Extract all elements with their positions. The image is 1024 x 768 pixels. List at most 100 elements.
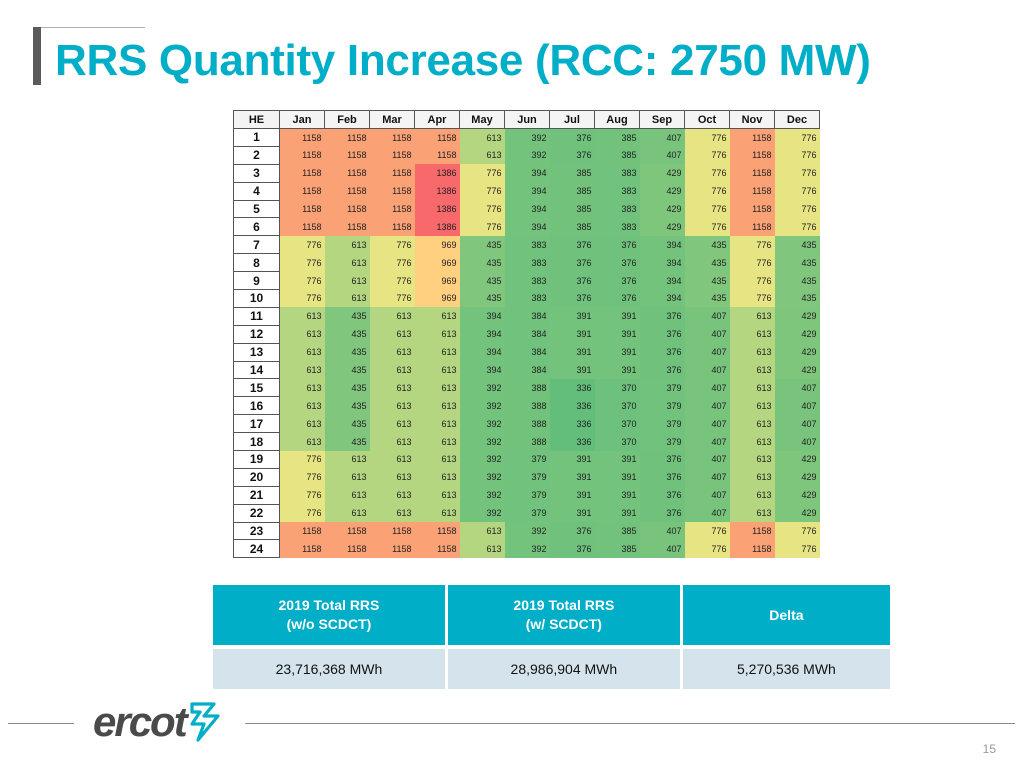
heatmap-cell: 1386: [414, 164, 460, 183]
summary-header-delta: Delta: [682, 585, 890, 645]
heatmap-cell: 776: [684, 146, 730, 165]
heatmap-cell: 776: [369, 289, 415, 308]
heatmap-cell: 407: [774, 378, 820, 397]
heatmap-cell: 407: [774, 414, 820, 433]
heatmap-cell: 394: [639, 253, 685, 272]
heatmap-cell: 613: [369, 504, 415, 523]
summary-header-line: (w/o SCDCT): [286, 616, 372, 632]
heatmap-cell: 1158: [369, 146, 415, 165]
heatmap-cell: 376: [594, 271, 640, 290]
heatmap-cell: 383: [594, 200, 640, 218]
heatmap-cell: 1386: [414, 200, 460, 218]
heatmap-cell: 613: [279, 307, 325, 326]
heatmap-cell: 392: [459, 486, 505, 505]
heatmap-cell: 776: [684, 200, 730, 218]
heatmap-cell: 776: [279, 271, 325, 290]
heatmap-cell: 376: [594, 253, 640, 272]
month-header-dec: Dec: [774, 110, 820, 129]
heatmap-cell: 383: [504, 253, 550, 272]
summary-value-row: 23,716,368 MWh 28,986,904 MWh 5,270,536 …: [213, 649, 890, 689]
month-header-mar: Mar: [369, 110, 415, 129]
heatmap-cell: 435: [684, 235, 730, 254]
heatmap-cell: 376: [549, 522, 595, 540]
slide-title: RRS Quantity Increase (RCC: 2750 MW): [55, 36, 871, 85]
heatmap-cell: 384: [504, 307, 550, 326]
heatmap-cell: 392: [504, 522, 550, 540]
hour-ending-label: 11: [233, 306, 280, 326]
heatmap-cell: 1158: [279, 182, 325, 201]
heatmap-cell: 776: [684, 217, 730, 236]
heatmap-cell: 407: [774, 432, 820, 451]
month-header-may: May: [459, 110, 505, 129]
heatmap-cell: 1158: [369, 128, 415, 147]
heatmap-cell: 613: [414, 361, 460, 379]
heatmap-cell: 613: [729, 504, 775, 523]
heatmap-cell: 429: [639, 200, 685, 218]
heatmap-cell: 435: [459, 289, 505, 308]
heatmap-cell: 407: [684, 468, 730, 487]
heatmap-cell: 1158: [324, 182, 370, 201]
hour-ending-label: 17: [233, 414, 280, 434]
month-header-oct: Oct: [684, 110, 730, 129]
heatmap-cell: 613: [414, 432, 460, 451]
heatmap-cell: 613: [729, 396, 775, 415]
heatmap-cell: 776: [729, 289, 775, 308]
heatmap-cell: 776: [684, 522, 730, 540]
heatmap-cell: 394: [639, 235, 685, 254]
summary-header-line: Delta: [769, 606, 804, 623]
heatmap-cell: 407: [639, 146, 685, 165]
heatmap-cell: 376: [594, 289, 640, 308]
hour-ending-label: 9: [233, 271, 280, 291]
heatmap-cell: 336: [549, 432, 595, 451]
heatmap-cell: 429: [639, 182, 685, 201]
heatmap-cell: 776: [279, 504, 325, 523]
hour-ending-label: 10: [233, 289, 280, 308]
heatmap-cell: 407: [639, 522, 685, 540]
heatmap-cell: 613: [324, 289, 370, 308]
heatmap-cell: 613: [279, 414, 325, 433]
heatmap-cell: 385: [594, 146, 640, 165]
heatmap-cell: 613: [414, 414, 460, 433]
heatmap-row: 6 1158 1158 1158 1386 776 394 385 383 429 776 1158 7…: [233, 217, 820, 237]
heatmap-cell: 613: [459, 522, 505, 540]
heatmap-cell: 407: [684, 325, 730, 344]
heatmap-cell: 1158: [279, 164, 325, 183]
heatmap-cell: 1158: [279, 539, 325, 558]
heatmap-row: 18 613 435 613 613 392 388 336 370 379 407 613 407: [233, 432, 820, 452]
heatmap-cell: 429: [774, 504, 820, 523]
heatmap-cell: 1158: [729, 200, 775, 218]
month-header-apr: Apr: [414, 110, 460, 129]
heatmap-cell: 613: [369, 450, 415, 469]
heatmap-cell: 613: [279, 361, 325, 379]
heatmap-cell: 429: [639, 217, 685, 236]
heatmap-cell: 376: [549, 235, 595, 254]
heatmap-row: 2 1158 1158 1158 1158 613 392 376 385 407 776 1158 7…: [233, 145, 820, 165]
heatmap-cell: 429: [774, 450, 820, 469]
heatmap-cell: 435: [774, 289, 820, 308]
heatmap-cell: 379: [504, 504, 550, 523]
heatmap-cell: 613: [369, 396, 415, 415]
heatmap-cell: 407: [684, 396, 730, 415]
heatmap-cell: 613: [729, 414, 775, 433]
heatmap-cell: 392: [459, 378, 505, 397]
heatmap-cell: 435: [324, 343, 370, 362]
heatmap-cell: 776: [684, 128, 730, 147]
heatmap-cell: 613: [414, 468, 460, 487]
heatmap-cell: 376: [639, 343, 685, 362]
rrs-heatmap-table: HE Jan Feb Mar Apr May Jun Jul Aug Sep Oct Nov Dec …: [233, 110, 820, 559]
heatmap-cell: 1158: [369, 539, 415, 558]
heatmap-cell: 376: [639, 361, 685, 379]
heatmap-cell: 613: [279, 343, 325, 362]
hour-ending-label: 2: [233, 145, 280, 165]
heatmap-cell: 435: [459, 235, 505, 254]
heatmap-cell: 776: [684, 164, 730, 183]
heatmap-cell: 392: [504, 128, 550, 147]
heatmap-row: 16 613 435 613 613 392 388 336 370 379 407 613 407: [233, 396, 820, 416]
heatmap-cell: 435: [324, 396, 370, 415]
heatmap-cell: 376: [549, 146, 595, 165]
heatmap-cell: 388: [504, 396, 550, 415]
hour-ending-label: 21: [233, 485, 280, 505]
heatmap-cell: 370: [594, 414, 640, 433]
summary-value-without-scdct: 23,716,368 MWh: [213, 649, 445, 689]
heatmap-cell: 429: [639, 164, 685, 183]
